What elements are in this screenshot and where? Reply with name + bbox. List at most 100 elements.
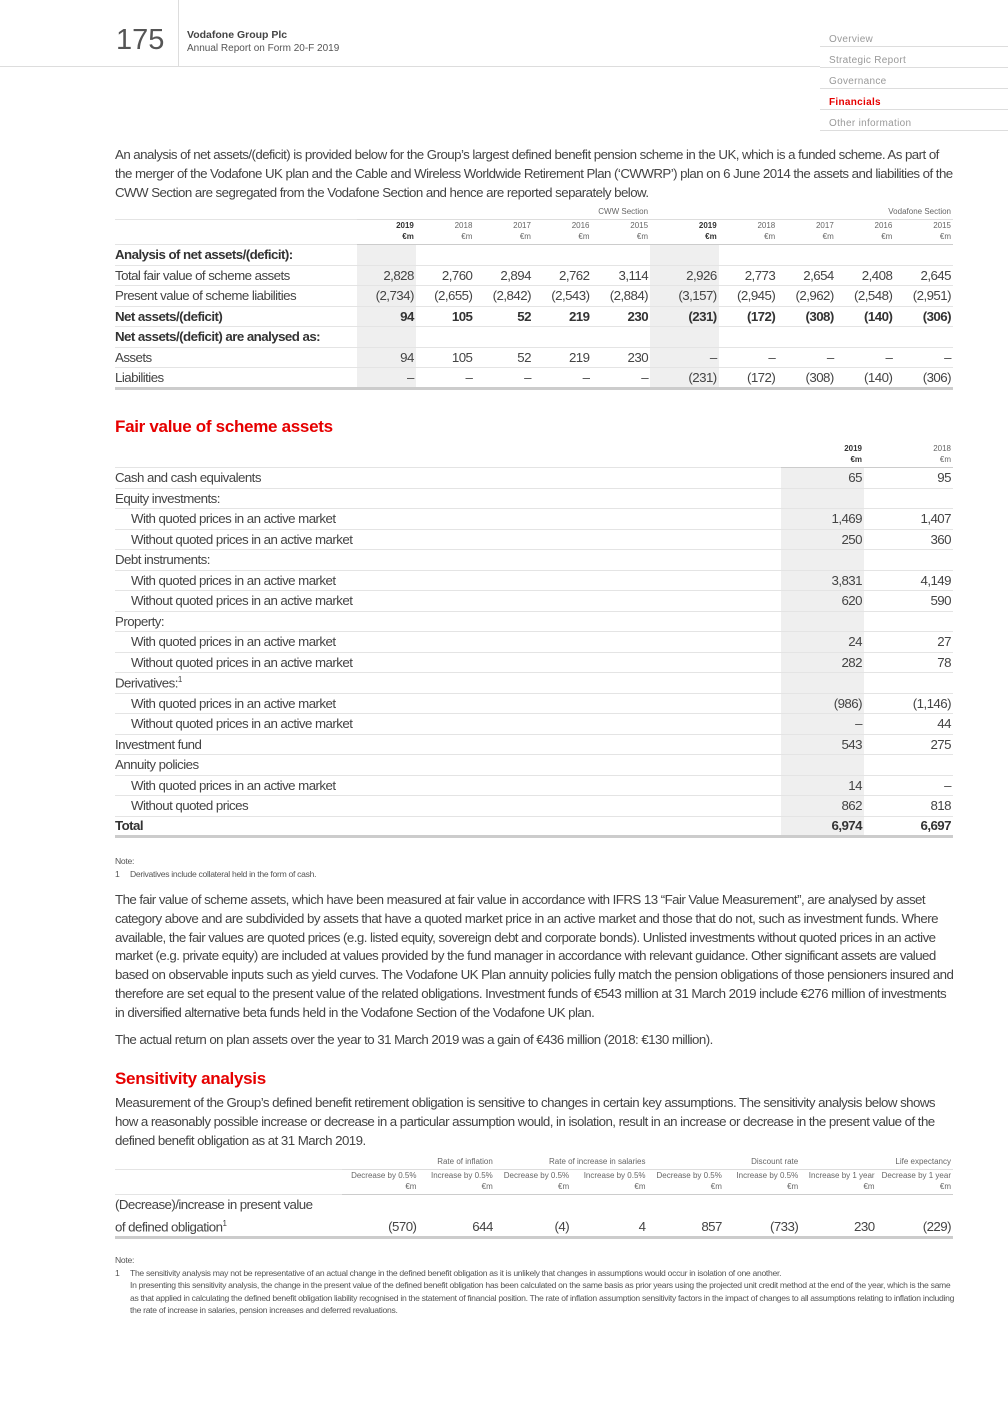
sensitivity-paragraph: Measurement of the Group’s defined benef… — [115, 1095, 936, 1148]
table-cell — [777, 244, 836, 266]
table-cell: – — [718, 347, 778, 368]
column-header: 2017 €m — [777, 219, 836, 245]
table-cell: (2,945) — [718, 285, 778, 307]
year: 2015 — [933, 221, 951, 230]
row-label: Net assets/(deficit) are analysed as: — [115, 326, 358, 348]
row-label: Investment fund — [115, 734, 781, 755]
table-cell — [115, 219, 358, 245]
table-cell: 2,773 — [718, 265, 778, 286]
table-cell: 2,926 — [650, 265, 719, 286]
row-label: Without quoted prices in an active marke… — [115, 713, 781, 735]
unit: €m — [939, 1182, 951, 1191]
note-text: Derivatives include collateral held in t… — [130, 868, 317, 879]
table-cell — [650, 244, 719, 266]
footnote-ref: 1 — [222, 1219, 227, 1228]
label-text: Total — [115, 818, 144, 834]
row-label: Assets — [115, 347, 358, 368]
table-cell — [894, 326, 953, 348]
table-cell — [894, 244, 953, 266]
nav-item-other-information[interactable]: Other information — [820, 110, 1008, 131]
table-cell: 219 — [532, 347, 592, 368]
table-row: Total fair value of scheme assets 2,828 2,… — [115, 265, 953, 286]
nav-item-overview[interactable]: Overview — [820, 26, 1008, 47]
table-cell: (140) — [835, 367, 895, 390]
footnote-ref: 1 — [177, 675, 182, 685]
table-cell: 105 — [415, 347, 475, 368]
table-cell: 105 — [415, 306, 475, 327]
table-row: Without quoted prices 862 818 — [115, 795, 953, 817]
column-header: 2018 €m — [718, 219, 778, 245]
unit: €m — [519, 232, 531, 241]
table-row: Net assets/(deficit) are analysed as: — [115, 326, 953, 348]
table-cell — [415, 244, 475, 266]
nav-item-strategic-report[interactable]: Strategic Report — [820, 47, 1008, 68]
table-row: Analysis of net assets/(deficit): — [115, 244, 953, 266]
table-cell: – — [894, 347, 953, 368]
unit: €m — [863, 1182, 875, 1191]
column-label: Increase by 0.5% — [430, 1171, 493, 1180]
table-cell — [650, 326, 719, 348]
label-text: Without quoted prices in an active marke… — [131, 531, 353, 547]
fair-value-heading: Fair value of scheme assets — [115, 417, 333, 436]
table-cell: 52 — [474, 306, 533, 327]
table-cell: (2,548) — [835, 285, 895, 307]
table-cell: (306) — [894, 306, 953, 327]
label-text: With quoted prices in an active market — [131, 511, 336, 527]
divider — [0, 66, 820, 67]
unit: €m — [461, 232, 473, 241]
group-header: Rate of increase in salaries — [494, 1156, 648, 1170]
row-label: Analysis of net assets/(deficit): — [115, 244, 358, 266]
return-paragraph: The actual return on plan assets over th… — [115, 1032, 713, 1047]
group-header: Life expectancy — [800, 1156, 953, 1170]
table-cell: 65 — [781, 467, 864, 489]
unit: €m — [850, 455, 862, 464]
table-cell: – — [781, 713, 864, 735]
table-cell — [532, 244, 592, 266]
table-cell: (308) — [777, 367, 836, 390]
table-cell — [781, 549, 864, 571]
table-cell: 862 — [781, 795, 864, 817]
table-cell: 2,760 — [415, 265, 475, 286]
nav-item-financials[interactable]: Financials — [820, 89, 1008, 110]
unit: €m — [402, 232, 414, 241]
row-label: With quoted prices in an active market — [115, 570, 781, 591]
section-header: Vodafone Section — [650, 206, 953, 220]
table-cell: 95 — [864, 467, 953, 489]
table-row: Assets 94 105 52 219 230– – – – – — [115, 347, 953, 368]
row-label: Without quoted prices in an active marke… — [115, 529, 781, 550]
row-label: Derivatives:1 — [115, 672, 781, 694]
row-label: Debt instruments: — [115, 549, 781, 571]
unit: €m — [558, 1182, 570, 1191]
label-text: Debt instruments: — [115, 552, 210, 568]
table-cell: 818 — [864, 795, 953, 817]
table-cell — [835, 244, 895, 266]
table-cell: 219 — [532, 306, 592, 327]
column-label: Increase by 0.5% — [583, 1171, 646, 1180]
unit: €m — [822, 232, 834, 241]
table-cell: 1,469 — [781, 508, 864, 530]
row-label: Annuity policies — [115, 754, 781, 776]
note-text: The sensitivity analysis may not be repr… — [130, 1267, 782, 1278]
report-subtitle: Annual Report on Form 20-F 2019 — [187, 43, 340, 54]
unit: €m — [634, 1182, 646, 1191]
table-cell: (140) — [835, 306, 895, 327]
table-row: Present value of scheme liabilities (2,73… — [115, 285, 953, 307]
unit: €m — [881, 232, 893, 241]
label-text: Property: — [115, 613, 165, 629]
table-cell: 6,697 — [864, 816, 953, 838]
table-cell: 590 — [864, 590, 953, 612]
nav-item-governance[interactable]: Governance — [820, 68, 1008, 89]
column-header: 2018 €m — [415, 219, 475, 245]
unit: €m — [939, 232, 951, 241]
column-header: 2019 €m — [357, 219, 416, 245]
table-cell — [115, 443, 781, 468]
table-row: Equity investments: — [115, 488, 953, 509]
sensitivity-table: Rate of inflation Rate of increase in sal… — [115, 1156, 953, 1240]
label-text: Cash and cash equivalents — [115, 470, 261, 486]
column-label: Decrease by 0.5% — [351, 1171, 417, 1180]
year: 2016 — [874, 221, 893, 230]
label-text: (Decrease)/increase in present value — [115, 1197, 313, 1212]
table-cell: (733) — [723, 1194, 801, 1240]
column-header: Decrease by 0.5% €m — [647, 1169, 724, 1195]
row-label: Cash and cash equivalents — [115, 467, 781, 489]
